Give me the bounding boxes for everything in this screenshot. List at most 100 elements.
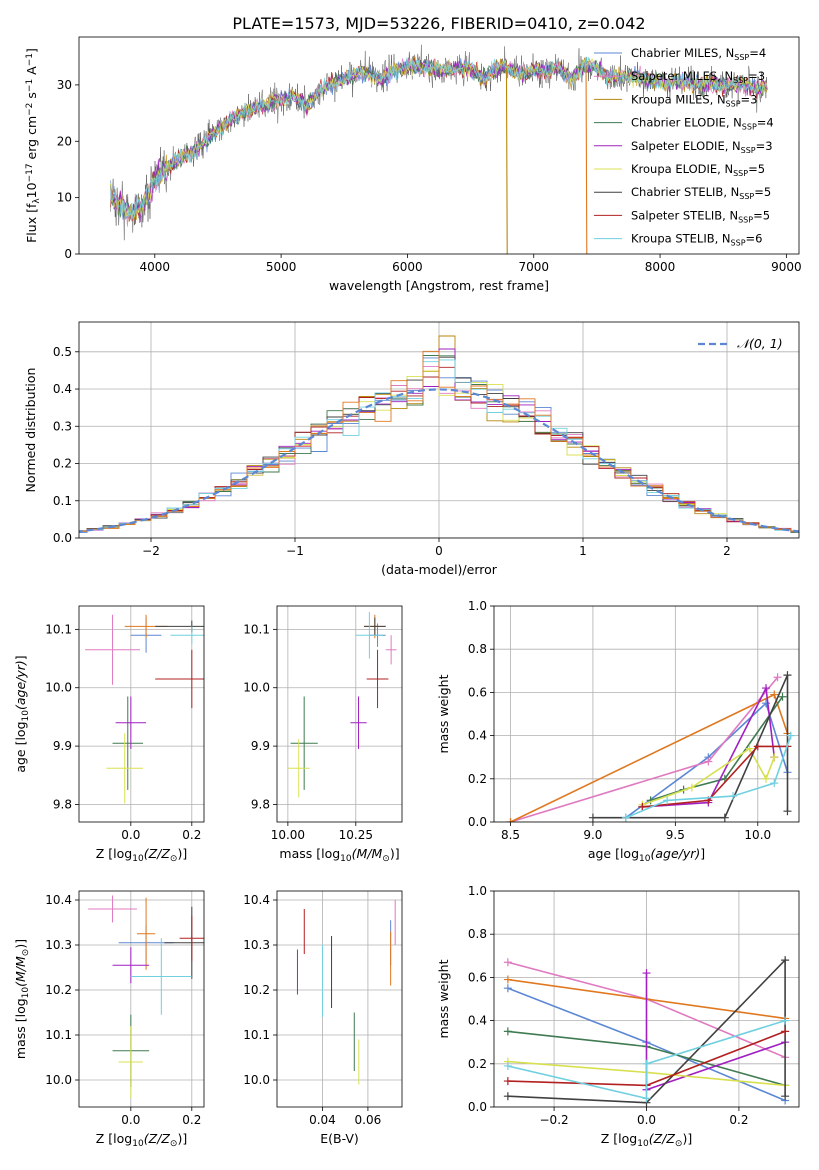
x-axis-label: Z [log10(Z/Z⊙)] bbox=[96, 1131, 187, 1149]
y-tick-label: 0.8 bbox=[468, 927, 487, 941]
y-tick-label: 10.3 bbox=[243, 938, 270, 952]
weight-marker bbox=[786, 731, 795, 740]
x-tick-label: 2 bbox=[723, 544, 731, 558]
x-axis-label: wavelength [Angstrom, rest frame] bbox=[329, 278, 549, 293]
weight-marker bbox=[770, 779, 779, 788]
weight-marker bbox=[503, 1027, 512, 1036]
weight-line-chabrier_miles bbox=[625, 701, 789, 819]
x-tick-label: 9.0 bbox=[583, 828, 602, 842]
x-tick-label: 0.2 bbox=[182, 1113, 201, 1127]
legend-entry: Kroupa MILES, NSSP=3 bbox=[631, 92, 757, 108]
y-tick-label: 10.0 bbox=[45, 1073, 72, 1087]
weight-marker bbox=[745, 744, 754, 753]
y-tick-label: 30 bbox=[57, 78, 72, 92]
panel-mass-vs-ebv: 0.04 0.06 10.0 10.1 10.2 10.3 10.4 E(B-V) bbox=[243, 890, 403, 1146]
weight-line-chabrier_elodie bbox=[650, 696, 784, 802]
weight-marker bbox=[783, 807, 792, 816]
x-tick-label: 5000 bbox=[266, 260, 297, 274]
x-axis-label: Z [log10(Z/Z⊙)] bbox=[601, 1131, 692, 1149]
y-axis-label: mass weight bbox=[436, 674, 451, 753]
y-tick-label: 1.0 bbox=[468, 599, 487, 613]
x-tick-label: 7000 bbox=[518, 260, 549, 274]
weight-marker bbox=[503, 1061, 512, 1070]
panel-residuals: −2 −1 0 1 2 0.0 0.1 0.2 0.3 0.4 0.5 𝒩(0, 1) (data-mo… bbox=[23, 321, 800, 577]
y-tick-label: 0.6 bbox=[468, 970, 487, 984]
y-tick-label: 0.4 bbox=[468, 729, 487, 743]
spectrum-line-kroupa_stelib bbox=[110, 56, 767, 220]
y-tick-label: 10.2 bbox=[243, 983, 270, 997]
y-axis-label: age [log10(age/yr)] bbox=[13, 655, 31, 772]
x-axis-label: (data-model)/error bbox=[381, 562, 498, 577]
plot-area bbox=[79, 322, 799, 538]
weight-marker bbox=[503, 975, 512, 984]
y-tick-label: 0.6 bbox=[468, 685, 487, 699]
axes-frame bbox=[78, 605, 205, 823]
y-tick-label: 0.2 bbox=[468, 1057, 487, 1071]
y-tick-label: 10 bbox=[57, 191, 72, 205]
x-axis-label: E(B-V) bbox=[320, 1131, 359, 1146]
y-tick-label: 0.1 bbox=[53, 494, 72, 508]
legend-entry: Salpeter MILES, NSSP=3 bbox=[631, 69, 765, 85]
y-axis-label: mass [log10(M/M⊙)] bbox=[13, 939, 31, 1059]
weight-line-salpeter_elodie bbox=[642, 685, 776, 808]
histogram-extra_orange bbox=[79, 350, 799, 532]
x-tick-label: −1 bbox=[286, 544, 304, 558]
plot-area bbox=[277, 606, 402, 822]
x-tick-label: 0 bbox=[435, 544, 443, 558]
weight-marker bbox=[638, 802, 647, 811]
gaussian-curve bbox=[79, 388, 799, 533]
y-tick-label: 0.3 bbox=[53, 419, 72, 433]
y-tick-label: 0.0 bbox=[468, 1100, 487, 1114]
y-tick-label: 0.2 bbox=[468, 772, 487, 786]
axes-frame bbox=[276, 890, 403, 1108]
x-tick-label: 10.00 bbox=[271, 828, 305, 842]
y-tick-label: 20 bbox=[57, 134, 72, 148]
y-tick-label: 9.9 bbox=[251, 739, 270, 753]
plot-area bbox=[79, 606, 204, 822]
y-tick-label: 10.1 bbox=[243, 1028, 270, 1042]
y-tick-label: 0.5 bbox=[53, 345, 72, 359]
y-axis-label: mass weight bbox=[436, 959, 451, 1038]
plot-area bbox=[79, 891, 204, 1107]
plot-area bbox=[494, 891, 799, 1107]
x-tick-label: −0.2 bbox=[540, 1113, 569, 1127]
weight-marker bbox=[781, 1016, 790, 1025]
weight-marker bbox=[762, 684, 771, 693]
y-tick-label: 1.0 bbox=[468, 884, 487, 898]
x-axis-label: Z [log10(Z/Z⊙)] bbox=[96, 846, 187, 864]
y-tick-label: 0.8 bbox=[468, 642, 487, 656]
plot-area bbox=[277, 891, 402, 1107]
legend-entry: Kroupa STELIB, NSSP=6 bbox=[631, 232, 762, 248]
y-tick-label: 0.0 bbox=[468, 815, 487, 829]
weight-marker bbox=[720, 813, 729, 822]
y-tick-label: 9.9 bbox=[53, 739, 72, 753]
weight-marker bbox=[773, 673, 782, 682]
x-tick-label: 0.04 bbox=[309, 1113, 336, 1127]
weight-marker bbox=[781, 1027, 790, 1036]
axes-frame bbox=[276, 605, 403, 823]
x-tick-label: 0.2 bbox=[729, 1113, 748, 1127]
weight-marker bbox=[729, 792, 738, 801]
weight-marker bbox=[781, 956, 790, 965]
weight-marker bbox=[762, 774, 771, 783]
weight-marker bbox=[778, 692, 787, 701]
axes-frame bbox=[78, 890, 205, 1108]
x-tick-label: 0.2 bbox=[182, 828, 201, 842]
weight-marker bbox=[642, 969, 651, 978]
x-tick-label: 9.5 bbox=[666, 828, 685, 842]
dropout-line bbox=[505, 67, 508, 254]
weight-marker bbox=[704, 757, 713, 766]
weight-marker bbox=[781, 1092, 790, 1101]
x-tick-label: 10.25 bbox=[339, 828, 373, 842]
x-tick-label: 8.5 bbox=[501, 828, 520, 842]
weight-marker bbox=[642, 1094, 651, 1103]
x-tick-label: 10.0 bbox=[744, 828, 771, 842]
y-tick-label: 10.4 bbox=[45, 893, 72, 907]
y-tick-label: 10.0 bbox=[243, 1073, 270, 1087]
weight-marker bbox=[642, 1059, 651, 1068]
y-tick-label: 0 bbox=[64, 247, 72, 261]
weight-marker bbox=[503, 1077, 512, 1086]
axes-frame bbox=[78, 36, 800, 255]
weight-marker bbox=[783, 671, 792, 680]
figure-title: PLATE=1573, MJD=53226, FIBERID=0410, z=0… bbox=[232, 14, 645, 33]
